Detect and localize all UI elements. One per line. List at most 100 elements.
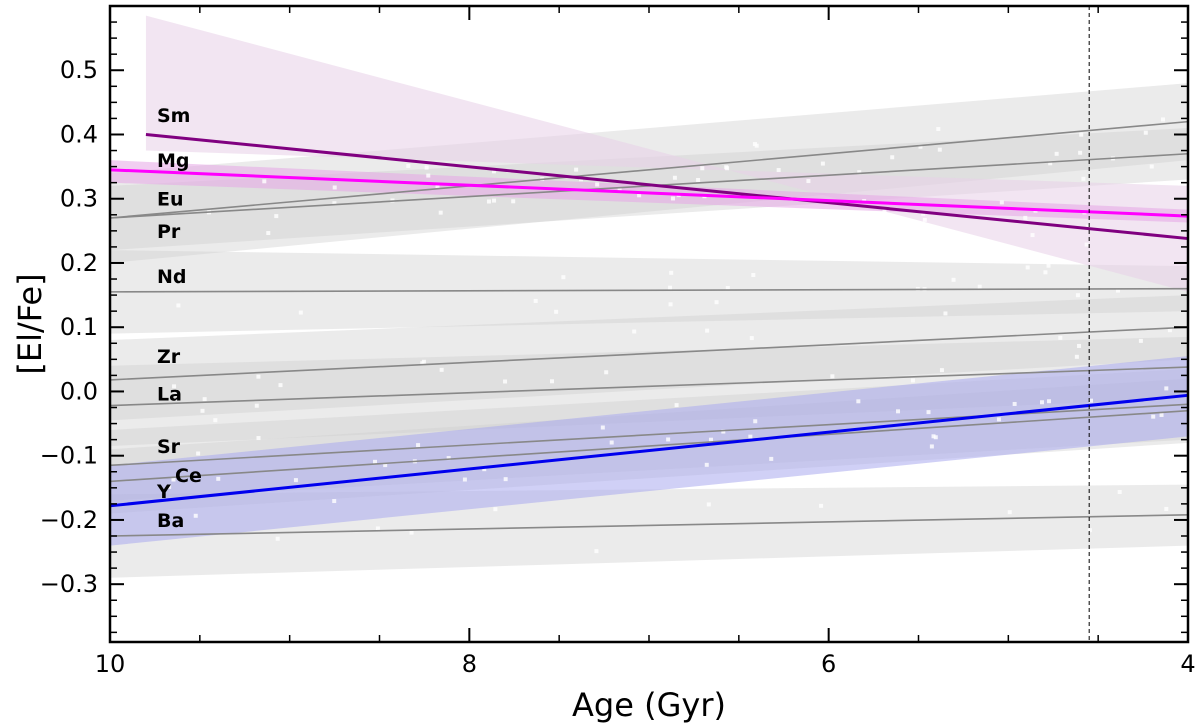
- y-tick-label: 0.1: [60, 313, 98, 341]
- star-point: [1167, 328, 1172, 333]
- star-point: [332, 185, 337, 190]
- star-point: [753, 419, 758, 424]
- star-point: [999, 200, 1004, 205]
- star-point: [918, 144, 923, 149]
- element-label-sr: Sr: [157, 436, 181, 458]
- star-point: [835, 224, 840, 229]
- star-point: [1025, 265, 1030, 270]
- star-point: [503, 477, 508, 482]
- star-point: [1054, 151, 1059, 156]
- star-point: [171, 477, 176, 482]
- star-point: [1115, 288, 1120, 293]
- star-point: [751, 273, 756, 278]
- star-point: [416, 443, 421, 448]
- star-point: [196, 451, 201, 456]
- star-point: [996, 417, 1001, 422]
- star-point: [1030, 233, 1035, 238]
- confidence-bands: [110, 15, 1188, 578]
- star-point: [293, 478, 298, 483]
- star-point: [438, 210, 443, 215]
- star-point: [943, 311, 948, 316]
- star-point: [213, 418, 218, 423]
- star-point: [462, 477, 467, 482]
- star-point: [275, 536, 280, 541]
- star-point: [561, 275, 566, 280]
- star-point: [167, 484, 172, 489]
- star-point: [748, 434, 753, 439]
- star-point: [674, 403, 679, 408]
- star-point: [492, 198, 497, 203]
- y-tick-label: −0.2: [40, 506, 98, 534]
- star-point: [1160, 117, 1165, 122]
- star-point: [1079, 132, 1084, 137]
- x-tick-label: 10: [95, 650, 126, 678]
- star-point: [857, 170, 862, 175]
- star-point: [749, 336, 754, 341]
- star-point: [262, 179, 267, 184]
- band-mg: [110, 160, 1188, 223]
- star-point: [332, 499, 337, 504]
- star-point: [176, 303, 181, 308]
- star-point: [752, 142, 757, 147]
- star-point: [670, 196, 675, 201]
- element-label-pr: Pr: [157, 221, 181, 243]
- x-tick-label: 8: [462, 650, 477, 678]
- star-point: [936, 127, 941, 132]
- star-point: [632, 329, 637, 334]
- star-point: [256, 374, 261, 379]
- star-point: [856, 399, 861, 404]
- star-point: [1023, 215, 1028, 220]
- trend-line-ba: [109, 514, 1189, 537]
- star-point: [830, 374, 835, 379]
- star-point: [1047, 399, 1052, 404]
- star-point: [939, 368, 944, 373]
- star-point: [1007, 510, 1012, 515]
- star-point: [609, 440, 614, 445]
- y-axis-title: [El/Fe]: [11, 273, 49, 374]
- star-point: [1087, 528, 1092, 533]
- star-point: [1164, 386, 1169, 391]
- star-point: [705, 328, 710, 333]
- star-point: [594, 549, 599, 554]
- star-point: [933, 435, 938, 440]
- star-point: [1151, 414, 1156, 419]
- star-point: [806, 179, 811, 184]
- star-point: [426, 173, 431, 178]
- star-point: [882, 208, 887, 213]
- star-point: [977, 284, 982, 289]
- star-point: [931, 434, 936, 439]
- element-label-la: La: [157, 383, 182, 405]
- y-tick-label: 0.5: [60, 56, 98, 84]
- star-point: [266, 231, 271, 236]
- star-point: [420, 361, 425, 366]
- star-point: [493, 507, 498, 512]
- star-point: [406, 163, 411, 168]
- star-point: [669, 270, 674, 275]
- star-point: [554, 309, 559, 314]
- x-tick-label: 4: [1180, 650, 1195, 678]
- star-point: [216, 476, 221, 481]
- star-point: [1159, 412, 1164, 417]
- star-point: [1081, 176, 1086, 181]
- y-tick-label: −0.3: [40, 570, 98, 598]
- star-point: [706, 502, 711, 507]
- star-point: [163, 158, 168, 163]
- star-point: [1149, 164, 1154, 169]
- star-point: [193, 513, 198, 518]
- band-sm: [145, 15, 1188, 292]
- star-point: [200, 408, 205, 413]
- star-point: [486, 199, 491, 204]
- star-point: [409, 530, 414, 535]
- star-point: [769, 456, 774, 461]
- star-point: [1084, 242, 1089, 247]
- star-point: [254, 403, 259, 408]
- star-point: [604, 370, 609, 375]
- star-point: [937, 147, 942, 152]
- element-label-eu: Eu: [157, 189, 184, 211]
- star-point: [172, 384, 177, 389]
- element-label-ce: Ce: [175, 465, 202, 487]
- star-point: [278, 383, 283, 388]
- band-pr: [110, 83, 1188, 263]
- star-point: [482, 467, 487, 472]
